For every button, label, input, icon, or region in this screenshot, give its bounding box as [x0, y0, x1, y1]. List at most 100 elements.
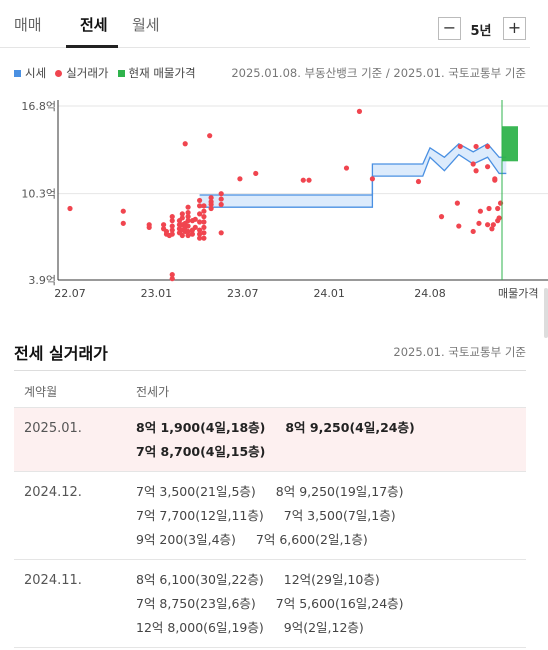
actual-deal-point	[197, 227, 203, 233]
deal-item: 12억(29일,10층)	[283, 572, 380, 587]
actual-deal-point	[185, 214, 191, 220]
actual-deal-point	[185, 209, 191, 216]
actual-deal-point	[197, 219, 203, 225]
legend-market[interactable]: 시세	[14, 65, 46, 81]
actual-deal-point	[485, 222, 491, 228]
actual-deal-point	[492, 176, 498, 182]
actual-deal-point	[208, 195, 214, 201]
actual-deal-point	[208, 205, 214, 212]
market-price-band	[199, 143, 507, 208]
actual-deal-point	[218, 201, 224, 208]
actual-deal-point	[197, 203, 203, 209]
actual-deal-point	[300, 177, 306, 183]
actual-deal-point	[179, 232, 185, 239]
legend-actual[interactable]: 실거래가	[55, 65, 109, 81]
deal-item: 7억 7,700(12일,11층)	[136, 508, 264, 523]
period-increase-button[interactable]: +	[503, 17, 526, 40]
actual-deal-point	[197, 211, 203, 217]
actual-deal-point	[169, 214, 175, 220]
tab-jeonse[interactable]: 전세	[80, 16, 108, 34]
scrollbar[interactable]	[544, 288, 548, 338]
actual-deal-point	[201, 208, 207, 214]
actual-deal-point	[415, 178, 422, 185]
actual-deal-point	[201, 230, 207, 236]
deal-item: 8억 9,250(19일,17층)	[275, 484, 404, 499]
x-tick-label: 24.01	[313, 287, 345, 300]
actual-deal-point	[185, 218, 191, 224]
x-tick-label: 23.01	[141, 287, 173, 300]
tab-monthly-rent[interactable]: 월세	[132, 16, 160, 34]
actual-deal-point	[201, 214, 207, 220]
actual-deal-point	[489, 226, 495, 232]
x-tick-label: 23.07	[227, 287, 259, 300]
deal-item: 9억 200(3일,4층)	[136, 532, 236, 547]
row-month: 2024.12.	[24, 485, 82, 500]
x-tick-label: 22.07	[54, 287, 86, 300]
actual-deal-point	[189, 231, 195, 237]
actual-deal-point	[306, 177, 312, 183]
row-month: 2024.11.	[24, 573, 82, 588]
actual-deal-point	[201, 203, 207, 209]
actual-deal-point	[197, 231, 203, 237]
actual-deal-point	[185, 232, 191, 239]
actual-deal-point	[237, 176, 243, 182]
actual-deal-point	[490, 222, 496, 228]
actual-deal-point	[185, 223, 191, 229]
actual-deal-point	[456, 223, 462, 229]
actual-deal-point	[185, 204, 191, 210]
deal-item: 7억 6,600(2일,1층)	[255, 532, 368, 547]
actual-deal-point	[185, 228, 191, 235]
table-row: 2025.01. 8억 1,900(4일,18층) 8억 9,250(4일,24…	[14, 408, 526, 472]
tab-sale[interactable]: 매매	[14, 16, 42, 34]
actual-deal-point	[169, 272, 175, 278]
actual-deal-point	[457, 143, 463, 150]
legend-actual-label: 실거래가	[66, 66, 109, 80]
actual-swatch-icon	[55, 69, 63, 77]
actual-deal-point	[356, 108, 363, 114]
actual-deal-point	[218, 196, 224, 202]
actual-deal-point	[485, 164, 491, 170]
legend-current[interactable]: 현재 매물가격	[117, 65, 196, 81]
actual-deal-point	[454, 200, 460, 206]
header-price: 전세가	[136, 385, 170, 399]
period-decrease-button[interactable]: −	[438, 17, 461, 40]
actual-deal-point	[169, 218, 175, 224]
chart-source-text: 2025.01.08. 부동산뱅크 기준 / 2025.01. 국토교통부 기준	[231, 66, 526, 80]
market-swatch-icon	[14, 69, 21, 77]
actual-deal-point	[438, 214, 445, 220]
actual-deal-point	[201, 235, 207, 241]
row-month: 2025.01.	[24, 421, 82, 436]
actual-deal-point	[495, 205, 501, 212]
actual-deal-point	[208, 201, 214, 208]
deal-item: 12억 8,000(6일,19층)	[136, 620, 264, 635]
x-tick-label: 24.08	[414, 287, 446, 300]
actual-deal-point	[218, 191, 224, 197]
actual-deal-point	[343, 165, 350, 171]
actual-deal-point	[197, 235, 203, 241]
x-tick-label: 매물가격	[498, 287, 538, 300]
actual-deal-point	[470, 161, 476, 167]
legend-current-label: 현재 매물가격	[128, 66, 196, 80]
actual-deal-point	[201, 219, 207, 225]
header-month: 계약월	[24, 385, 58, 399]
actual-deal-point	[197, 197, 203, 204]
deal-list: 8억 6,100(30일,22층) 12억(29일,10층) 7억 8,750(…	[136, 571, 436, 636]
actual-deal-point	[476, 220, 482, 226]
deal-item: 7억 5,600(16일,24층)	[275, 596, 404, 611]
y-tick-label: 3.9억	[28, 274, 56, 287]
deal-list: 7억 3,500(21일,5층) 8억 9,250(19일,17층) 7억 7,…	[136, 483, 436, 548]
deal-item: 8억 6,100(30일,22층)	[136, 572, 264, 587]
actual-deal-point	[218, 230, 224, 236]
active-tab-indicator	[66, 45, 118, 48]
table-row: 2024.11. 8억 6,100(30일,22층) 12억(29일,10층) …	[14, 560, 526, 648]
table-header: 계약월 전세가	[14, 370, 526, 408]
deal-item: 7억 3,500(21일,5층)	[136, 484, 256, 499]
deal-item: 8억 9,250(4일,24층)	[285, 420, 415, 435]
actual-deal-point	[192, 216, 198, 222]
actual-deal-point	[207, 133, 213, 139]
legend-market-label: 시세	[25, 66, 47, 80]
actual-deal-point	[201, 224, 207, 230]
current-swatch-icon	[117, 69, 125, 77]
actual-deal-point	[192, 224, 198, 230]
